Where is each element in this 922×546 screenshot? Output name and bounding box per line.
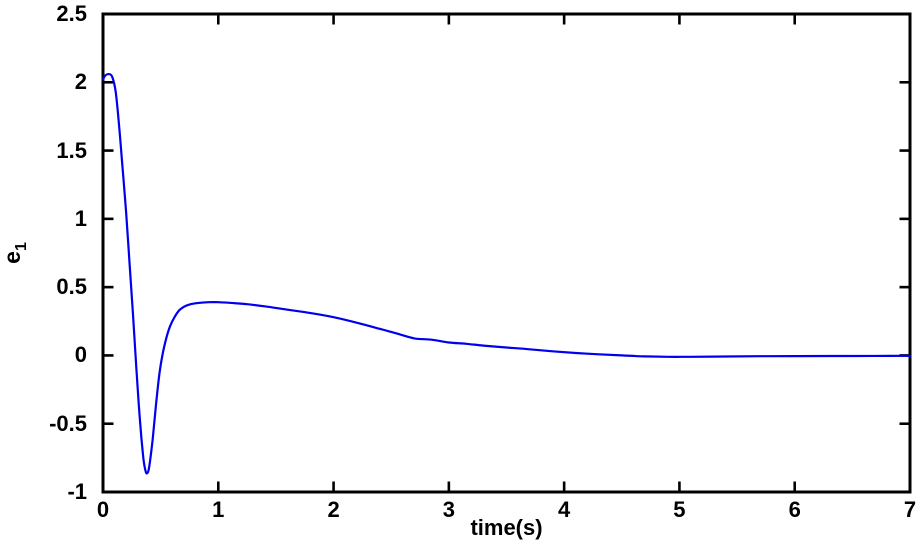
x-tick-label: 1 xyxy=(212,497,225,522)
axes-box xyxy=(101,12,912,494)
x-axis-label: time(s) xyxy=(470,515,543,540)
y-axis-label-subscript: 1 xyxy=(12,242,30,252)
x-tick-label: 0 xyxy=(96,497,110,522)
y-tick-label: 0.5 xyxy=(56,274,87,300)
y-tick-label: 0 xyxy=(74,342,87,368)
y-tick-label: 1.5 xyxy=(56,137,87,163)
x-tick-label: 7 xyxy=(903,497,917,522)
y-tick-label: -0.5 xyxy=(49,410,87,436)
x-tick-label: 5 xyxy=(673,497,686,522)
y-tick-label: 1 xyxy=(74,205,87,231)
x-tick-label: 3 xyxy=(442,497,455,522)
y-axis-label: e1 xyxy=(0,242,31,264)
y-tick-label: -1 xyxy=(67,479,87,504)
series-line-e1 xyxy=(101,72,912,475)
x-tick-label: 6 xyxy=(788,497,801,522)
y-tick-label: 2 xyxy=(74,69,87,95)
x-tick-label: 2 xyxy=(327,497,340,522)
y-tick-label: 2.5 xyxy=(56,1,87,26)
y-axis-label-base: e xyxy=(0,251,26,264)
x-tick-label: 4 xyxy=(558,497,571,522)
